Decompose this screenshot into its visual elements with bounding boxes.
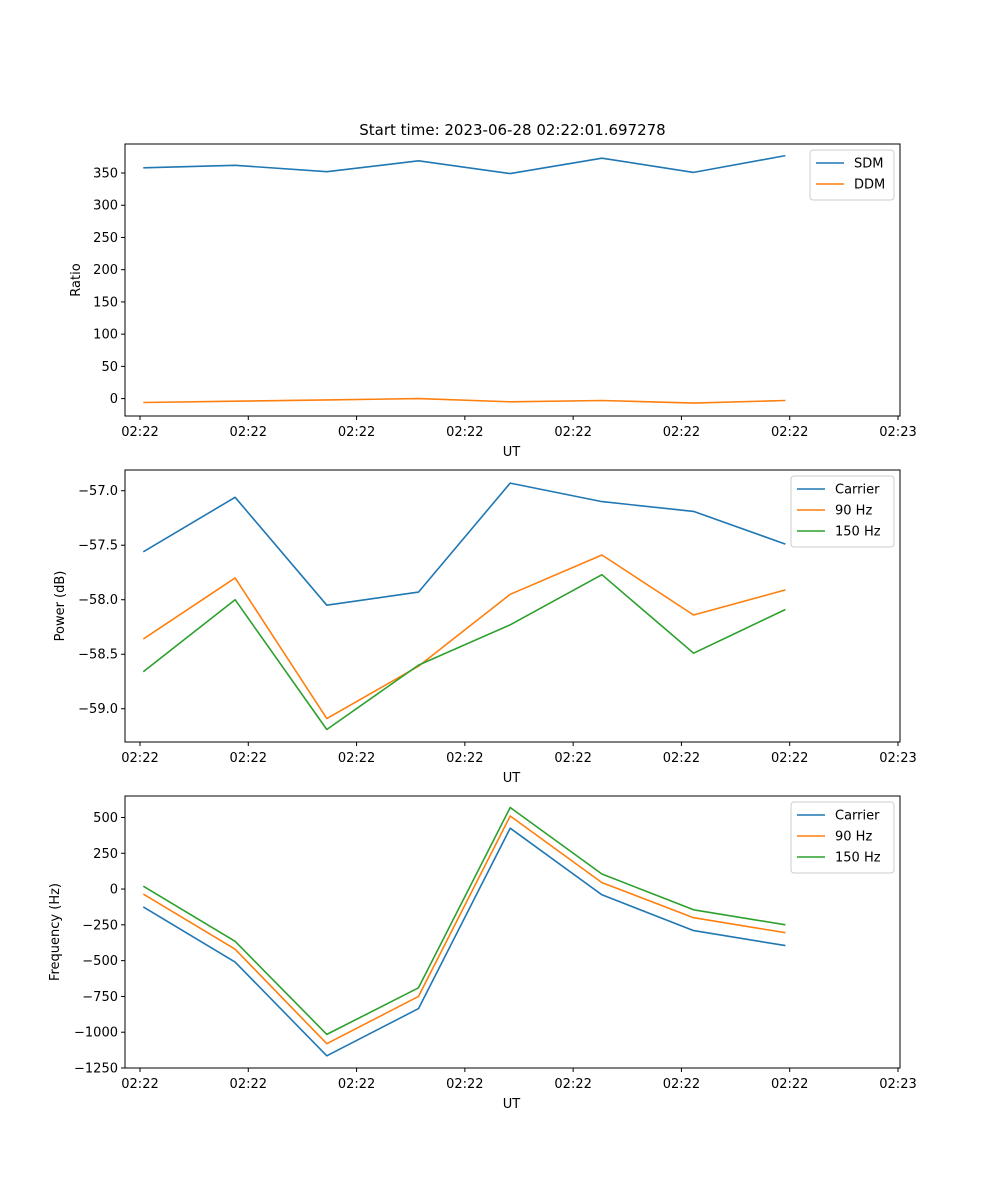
legend-box bbox=[790, 475, 895, 548]
y-tick-label: −58.0 bbox=[78, 593, 118, 608]
x-tick-label: 02:22 bbox=[338, 1077, 375, 1092]
x-axis-label: UT bbox=[503, 771, 521, 786]
y-tick-label: −1250 bbox=[74, 1062, 118, 1077]
series-line-carrier bbox=[142, 482, 786, 607]
legend-label: DDM bbox=[854, 178, 885, 193]
x-tick-label: 02:23 bbox=[879, 425, 916, 440]
y-tick-label: 150 bbox=[93, 295, 118, 310]
legend-label: 150 Hz bbox=[835, 525, 881, 540]
x-tick-label: 02:22 bbox=[663, 1077, 700, 1092]
x-tick-label: 02:22 bbox=[230, 1077, 267, 1092]
y-tick-label: 500 bbox=[93, 811, 118, 826]
y-tick-label: −57.0 bbox=[78, 484, 118, 499]
x-tick-label: 02:22 bbox=[771, 1077, 808, 1092]
y-axis-label: Ratio bbox=[69, 263, 84, 296]
x-tick-label: 02:22 bbox=[663, 751, 700, 766]
x-tick-label: 02:22 bbox=[446, 751, 483, 766]
y-tick-label: 100 bbox=[93, 328, 118, 343]
legend-label: SDM bbox=[854, 157, 883, 172]
x-axis-label: UT bbox=[503, 1097, 521, 1112]
legend-label: 90 Hz bbox=[835, 830, 872, 845]
legend-box bbox=[790, 801, 895, 874]
series-line-ddm bbox=[143, 397, 786, 404]
y-tick-label: 0 bbox=[110, 392, 118, 407]
x-tick-label: 02:22 bbox=[121, 1077, 158, 1092]
y-tick-label: 250 bbox=[93, 231, 118, 246]
x-axis-label: UT bbox=[503, 445, 521, 460]
axes-frame bbox=[124, 795, 901, 1069]
axes-frame bbox=[124, 143, 901, 417]
x-tick-label: 02:22 bbox=[230, 751, 267, 766]
legend: Carrier 90 Hz 150 Hz bbox=[790, 801, 895, 874]
series-line-90-hz bbox=[142, 554, 786, 720]
x-tick-label: 02:22 bbox=[121, 425, 158, 440]
x-tick-label: 02:22 bbox=[554, 751, 591, 766]
y-tick-label: 250 bbox=[93, 847, 118, 862]
legend-label: 90 Hz bbox=[835, 504, 872, 519]
y-tick-label: −1000 bbox=[74, 1026, 118, 1041]
axes-frame bbox=[124, 469, 901, 743]
subplot-1: 02:22 02:22 02:22 02:22 02:22 02:22 02:22 02:23… bbox=[69, 143, 917, 460]
legend-label: Carrier bbox=[835, 483, 880, 498]
subplot-2: 02:22 02:22 02:22 02:22 02:22 02:22 02:22 02:23… bbox=[53, 469, 917, 786]
legend: SDM DDM bbox=[809, 149, 895, 201]
x-tick-label: 02:22 bbox=[554, 1077, 591, 1092]
subplot-3: 02:22 02:22 02:22 02:22 02:22 02:22 02:22 02:23… bbox=[48, 795, 917, 1112]
y-tick-label: 300 bbox=[93, 199, 118, 214]
x-tick-label: 02:22 bbox=[338, 751, 375, 766]
x-tick-label: 02:22 bbox=[446, 425, 483, 440]
y-tick-label: 200 bbox=[93, 263, 118, 278]
y-axis-label: Power (dB) bbox=[53, 571, 68, 642]
series-line-sdm bbox=[143, 154, 786, 175]
x-tick-label: 02:23 bbox=[879, 1077, 916, 1092]
y-tick-label: −500 bbox=[82, 954, 118, 969]
y-tick-label: 0 bbox=[110, 883, 118, 898]
y-tick-label: −57.5 bbox=[78, 539, 118, 554]
series-line-150-hz bbox=[142, 573, 786, 731]
x-tick-label: 02:22 bbox=[338, 425, 375, 440]
x-tick-label: 02:22 bbox=[771, 425, 808, 440]
x-tick-label: 02:22 bbox=[446, 1077, 483, 1092]
series-line-carrier bbox=[142, 827, 786, 1057]
series-line-90-hz bbox=[142, 815, 786, 1045]
y-tick-label: 350 bbox=[93, 167, 118, 182]
y-tick-label: −59.0 bbox=[78, 702, 118, 717]
series-line-150-hz bbox=[142, 806, 786, 1036]
x-tick-label: 02:22 bbox=[554, 425, 591, 440]
y-axis-label: Frequency (Hz) bbox=[48, 883, 63, 981]
x-tick-label: 02:22 bbox=[121, 751, 158, 766]
x-tick-label: 02:22 bbox=[230, 425, 267, 440]
subplots: 02:22 02:22 02:22 02:22 02:22 02:22 02:22 02:23… bbox=[48, 143, 917, 1112]
legend-label: 150 Hz bbox=[835, 851, 881, 866]
legend: Carrier 90 Hz 150 Hz bbox=[790, 475, 895, 548]
legend-label: Carrier bbox=[835, 809, 880, 824]
x-tick-label: 02:22 bbox=[663, 425, 700, 440]
y-tick-label: −250 bbox=[82, 918, 118, 933]
y-tick-label: −58.5 bbox=[78, 648, 118, 663]
figure-title: Start time: 2023-06-28 02:22:01.697278 bbox=[359, 121, 665, 139]
x-tick-label: 02:22 bbox=[771, 751, 808, 766]
y-tick-label: 50 bbox=[101, 360, 118, 375]
x-tick-label: 02:23 bbox=[879, 751, 916, 766]
y-tick-label: −750 bbox=[82, 990, 118, 1005]
